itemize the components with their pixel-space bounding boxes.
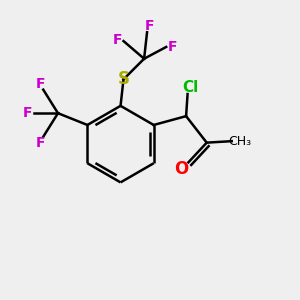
- Text: CH₃: CH₃: [228, 135, 251, 148]
- Text: S: S: [118, 70, 130, 88]
- Text: F: F: [113, 33, 122, 46]
- Text: Cl: Cl: [182, 80, 198, 95]
- Text: F: F: [145, 19, 155, 33]
- Text: F: F: [22, 106, 32, 120]
- Text: F: F: [168, 40, 177, 54]
- Text: O: O: [174, 160, 188, 178]
- Text: F: F: [35, 136, 45, 150]
- Text: F: F: [35, 77, 45, 91]
